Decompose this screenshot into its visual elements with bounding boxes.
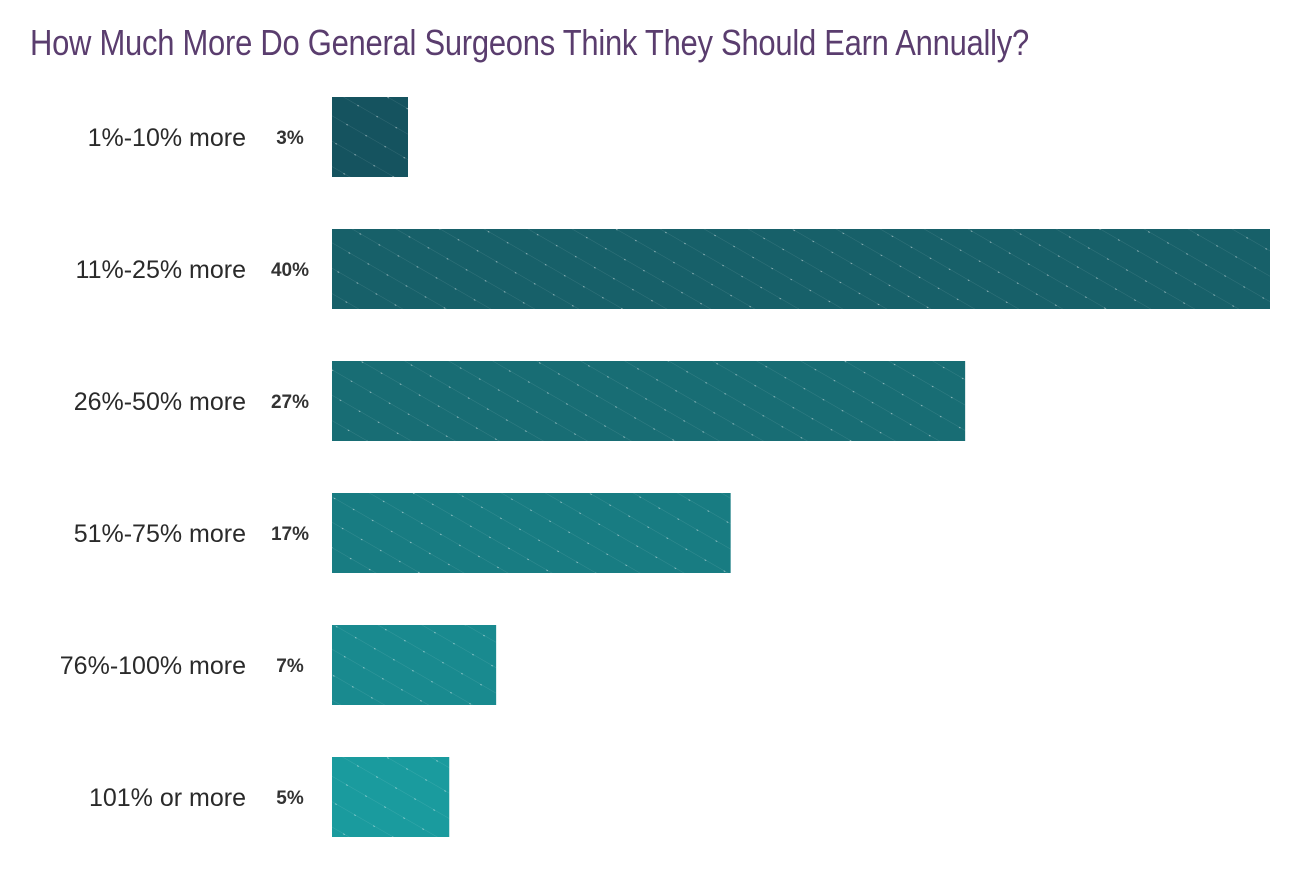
bar-pattern <box>332 493 731 573</box>
chart-title: How Much More Do General Surgeons Think … <box>30 22 1029 63</box>
value-label: 40% <box>271 260 309 281</box>
bar-pattern <box>332 361 966 441</box>
category-label: 26%-50% more <box>74 388 246 416</box>
bar-pattern <box>332 97 408 177</box>
category-label: 51%-75% more <box>74 520 246 548</box>
category-label: 101% or more <box>89 784 246 812</box>
bar-pattern <box>332 625 497 705</box>
bar-pattern <box>332 757 450 837</box>
category-label: 76%-100% more <box>60 652 246 680</box>
value-label: 27% <box>271 392 309 413</box>
value-label: 7% <box>276 656 304 677</box>
bar-pattern <box>332 229 1270 309</box>
category-label: 1%-10% more <box>88 124 246 152</box>
value-label: 3% <box>276 128 304 149</box>
category-label: 11%-25% more <box>76 256 246 284</box>
value-label: 5% <box>276 788 304 809</box>
value-label: 17% <box>271 524 309 545</box>
